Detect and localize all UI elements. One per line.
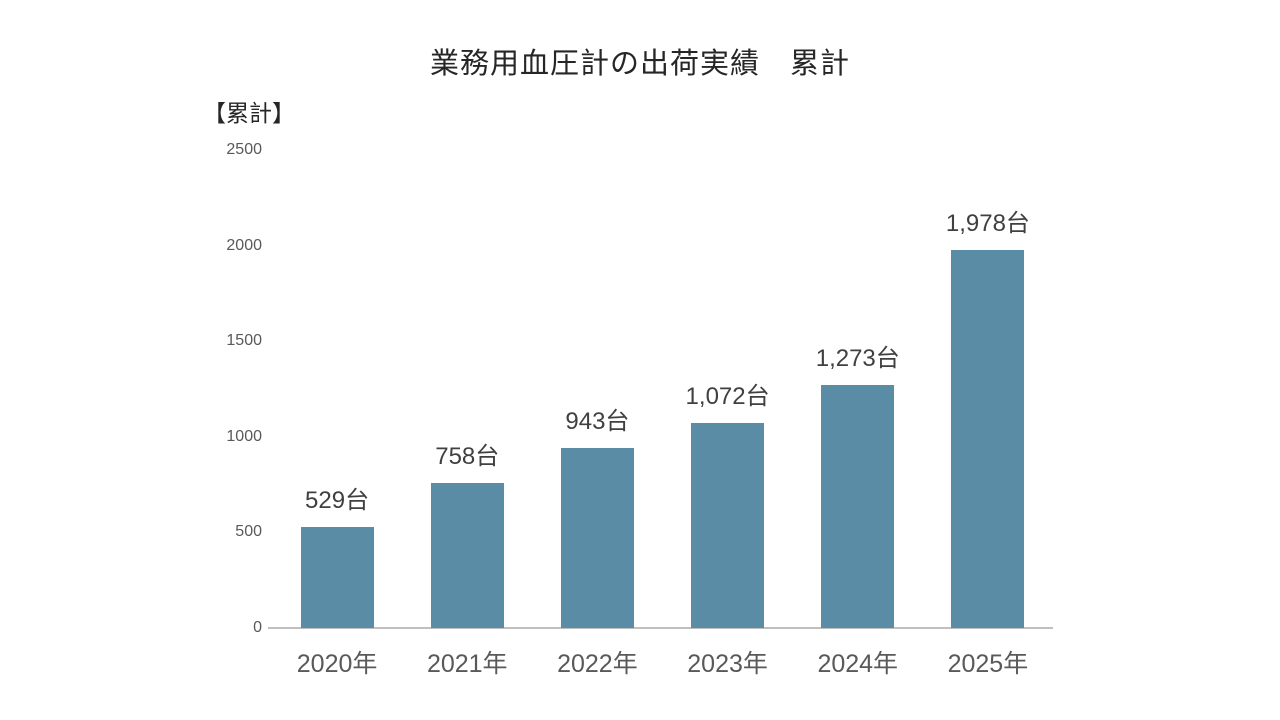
chart-title: 業務用血圧計の出荷実績 累計 bbox=[429, 48, 850, 80]
x-axis-category-label: 2024年 bbox=[817, 650, 899, 678]
y-axis-unit-label: 【累計】 bbox=[203, 100, 295, 126]
y-axis-tick-label: 2500 bbox=[226, 141, 262, 158]
bar bbox=[300, 526, 374, 628]
x-axis-line bbox=[268, 627, 1053, 629]
plot-area: 0 500 1000 1500 2000 2500 529台 2020年 758台 2021年 94… bbox=[226, 141, 1053, 678]
x-axis-category-label: 2022年 bbox=[557, 650, 638, 678]
bar-value-label: 758台 bbox=[435, 443, 500, 471]
bar bbox=[430, 483, 504, 628]
y-axis-tick-label: 0 bbox=[253, 619, 262, 636]
bar bbox=[691, 423, 765, 628]
bar-value-label: 529台 bbox=[305, 486, 370, 514]
y-axis-tick-label: 1500 bbox=[226, 332, 262, 350]
bar bbox=[951, 249, 1025, 628]
x-axis-category-label: 2021年 bbox=[426, 650, 508, 678]
x-axis-category-label: 2023年 bbox=[687, 650, 768, 678]
y-axis-tick-label: 2000 bbox=[226, 236, 262, 254]
x-axis-category-label: 2025年 bbox=[947, 650, 1029, 678]
y-axis-tick-label: 500 bbox=[235, 523, 262, 541]
bar-value-label: 1,072台 bbox=[685, 383, 770, 411]
bar bbox=[821, 384, 895, 628]
bar-value-label: 943台 bbox=[565, 407, 630, 435]
bar-value-label: 1,273台 bbox=[815, 344, 900, 372]
bar bbox=[560, 447, 634, 628]
x-axis-category-label: 2020年 bbox=[296, 650, 378, 678]
bar-value-label: 1,978台 bbox=[945, 209, 1030, 237]
y-axis-tick-label: 1000 bbox=[226, 427, 262, 445]
